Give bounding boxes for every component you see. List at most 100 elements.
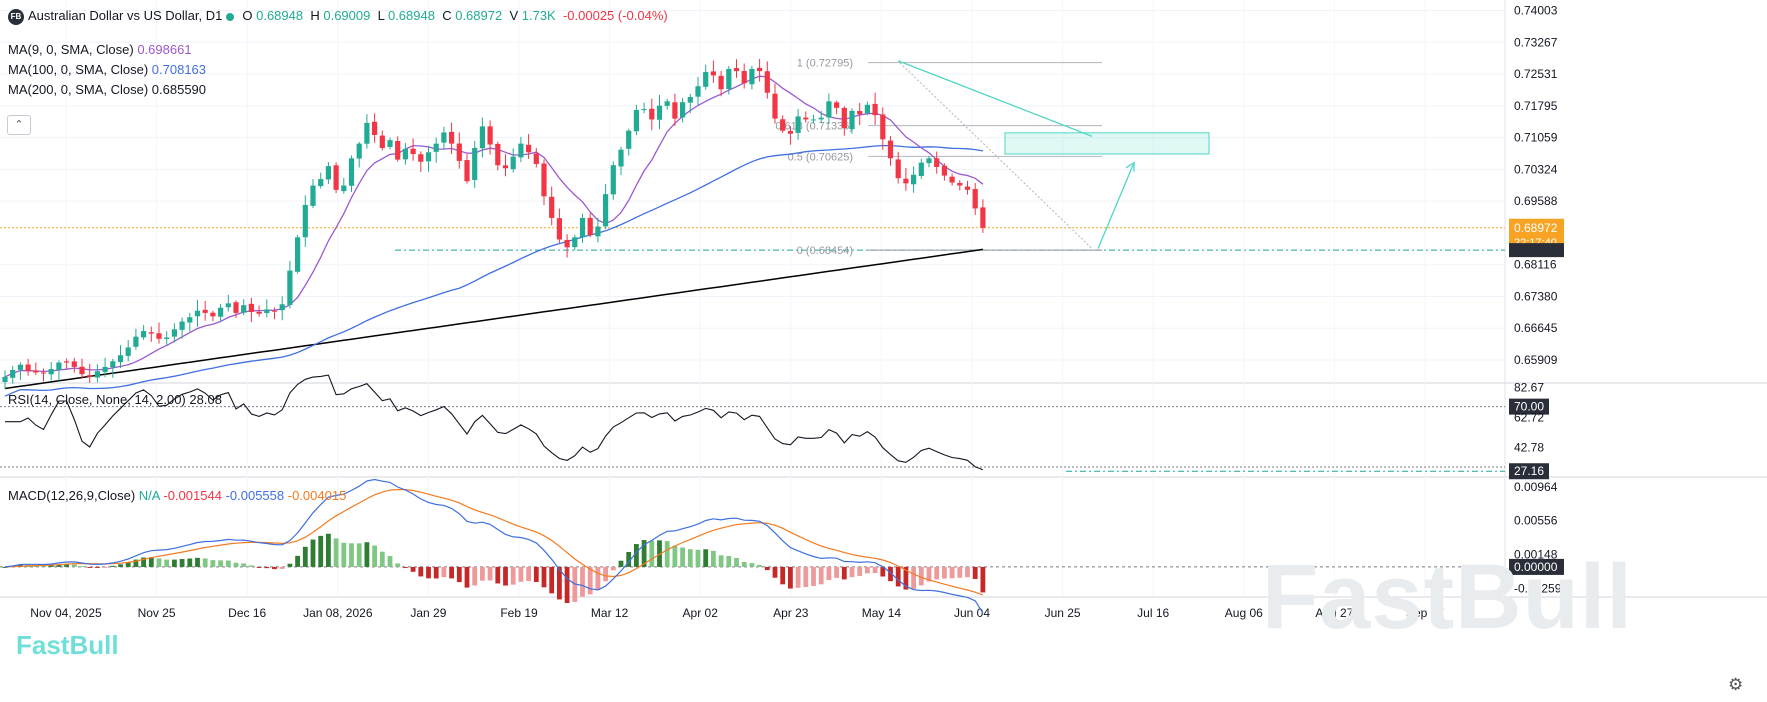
ma200-legend[interactable]: MA(200, 0, SMA, Close) 0.685590 <box>8 82 206 97</box>
candle-body <box>857 110 863 115</box>
candle-body <box>518 143 524 158</box>
macd-histogram-bar <box>64 563 69 567</box>
candle-body <box>772 93 778 119</box>
macd-histogram-bar <box>865 566 870 574</box>
macd-histogram-bar <box>580 566 585 597</box>
candle-body <box>17 364 23 370</box>
ma200-value: 0.685590 <box>151 82 207 97</box>
candle-body <box>672 102 678 119</box>
macd-histogram-bar <box>156 558 162 567</box>
macd-histogram-bar <box>549 566 555 594</box>
chart-header: FB Australian Dollar vs US Dollar, D1 O 0.… <box>8 8 668 25</box>
candle-body <box>187 317 193 323</box>
rsi-value-badge <box>1509 463 1549 480</box>
macd-histogram-bar <box>918 566 924 586</box>
macd-histogram-bar <box>2 566 8 568</box>
rsi-tick-label: 70.00 <box>1514 400 1544 414</box>
macd-histogram-bar <box>503 566 508 586</box>
candle-body <box>125 347 131 356</box>
price-tick-label: 0.71795 <box>1514 99 1558 113</box>
macd-tick-label: 0.00964 <box>1514 480 1558 494</box>
candle-body <box>264 309 270 314</box>
candle-body <box>595 226 601 237</box>
candle-body <box>25 364 31 372</box>
projection-arrow <box>1097 162 1135 249</box>
candle-body <box>764 71 770 93</box>
candle-body <box>549 196 555 218</box>
macd-histogram-bar <box>618 560 624 567</box>
candle-body <box>164 337 170 339</box>
macd-histogram-bar <box>433 566 439 579</box>
time-tick-label: Jan 29 <box>410 606 446 620</box>
time-tick-label: Jun 04 <box>954 606 990 620</box>
candle-body <box>418 154 424 162</box>
macd-histogram-bar <box>225 560 231 567</box>
macd-histogram-bar <box>803 566 809 588</box>
ma9-legend[interactable]: MA(9, 0, SMA, Close) 0.698661 <box>8 42 192 57</box>
rsi-legend[interactable]: RSI(14, Close, None, 14, 2.00) 28.08 <box>8 392 222 407</box>
macd-histogram-bar <box>410 566 416 572</box>
candle-body <box>341 185 347 192</box>
macd-legend[interactable]: MACD(12,26,9,Close) N/A -0.001544 -0.005… <box>8 488 346 503</box>
candle-body <box>402 148 408 160</box>
macd-na: N/A <box>138 488 160 503</box>
macd-histogram-bar <box>356 543 362 567</box>
candle-body <box>980 207 986 228</box>
macd-histogram-bar <box>195 557 200 567</box>
macd-histogram-bar <box>310 539 316 567</box>
candle-body <box>918 162 924 176</box>
ma9-value: 0.698661 <box>137 42 192 57</box>
macd-histogram-bar <box>418 566 424 577</box>
gear-icon[interactable]: ⚙ <box>1728 675 1744 694</box>
candle-body <box>133 336 139 347</box>
symbol-badge: FB <box>8 8 24 25</box>
macd-histogram-bar <box>302 546 308 567</box>
candle-body <box>79 366 85 375</box>
macd-histogram-bar <box>403 566 408 568</box>
time-tick-label: Feb 19 <box>500 606 538 620</box>
candle-body <box>495 143 501 166</box>
candle-body <box>926 158 932 164</box>
macd-histogram-bar <box>965 566 970 578</box>
candle-body <box>972 189 978 209</box>
ma100-legend[interactable]: MA(100, 0, SMA, Close) 0.708163 <box>8 62 206 77</box>
macd-histogram-bar <box>264 566 270 569</box>
candle-body <box>572 237 578 248</box>
ma100-label: MA(100, 0, SMA, Close) <box>8 62 149 77</box>
low-value: 0.68948 <box>387 8 435 23</box>
macd-histogram-bar <box>480 566 485 581</box>
candle-body <box>710 71 716 76</box>
candle-body <box>333 165 339 190</box>
watermark: FastBull <box>1262 546 1633 648</box>
macd-signal-line <box>4 488 984 596</box>
high-label: H <box>310 8 320 23</box>
ma9-line <box>4 75 984 378</box>
macd-histogram-bar <box>895 566 901 587</box>
macd-histogram-bar <box>272 566 277 570</box>
macd-histogram-bar <box>472 566 478 586</box>
resistance-trendline <box>897 60 1093 137</box>
time-tick-label: Mar 12 <box>591 606 629 620</box>
candle-body <box>795 116 801 133</box>
macd-histogram-bar <box>757 564 762 567</box>
macd-histogram-bar <box>703 549 709 567</box>
macd-histogram-bar <box>41 565 46 567</box>
candle-body <box>479 126 485 149</box>
candle-body <box>787 131 793 134</box>
macd-histogram-bar <box>718 555 724 567</box>
fib-level-label: 0.618 (0.71336) <box>775 121 853 133</box>
price-tick-label: 0.69588 <box>1514 194 1558 208</box>
macd-histogram-bar <box>279 566 285 569</box>
macd-histogram-bar <box>888 566 893 582</box>
chart-title[interactable]: Australian Dollar vs US Dollar, D1 <box>28 8 223 23</box>
fib-level-label: 0.5 (0.70625) <box>788 151 853 163</box>
macd-histogram-bar <box>557 566 562 600</box>
ma9-label: MA(9, 0, SMA, Close) <box>8 42 134 57</box>
change-value: -0.00025 (-0.04%) <box>562 8 668 23</box>
macd-histogram-bar <box>95 566 100 568</box>
macd-histogram-bar <box>426 566 431 579</box>
collapse-legend-button[interactable]: ⌃ <box>7 115 31 135</box>
macd-histogram-bar <box>980 566 986 593</box>
candle-body <box>626 130 632 149</box>
